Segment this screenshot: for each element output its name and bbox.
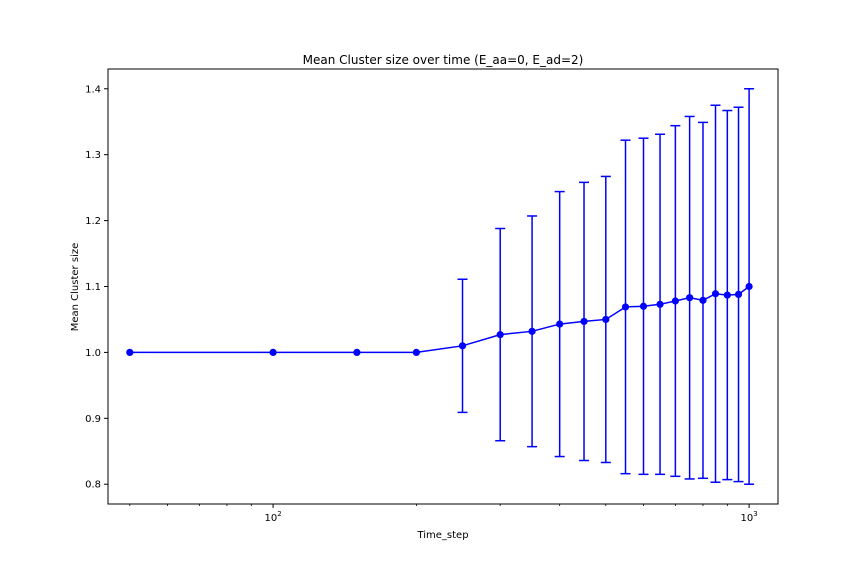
data-point [496, 331, 504, 339]
data-point [353, 348, 361, 357]
data-point [556, 320, 564, 328]
x-tick-label: 102 [264, 510, 281, 524]
data-point [412, 348, 420, 357]
data-point [686, 294, 694, 302]
data-point [528, 327, 536, 335]
data-point [126, 348, 134, 357]
y-tick-label: 1.3 [85, 150, 101, 161]
y-axis-label: Mean Cluster size [70, 243, 81, 332]
data-point [621, 303, 630, 311]
x-tick-label: 103 [741, 510, 758, 524]
x-tick-base: 10 [741, 513, 754, 524]
y-tick-label: 1.4 [85, 84, 101, 95]
x-axis-label: Time_step [416, 530, 468, 541]
data-point [580, 317, 588, 326]
x-tick-base: 10 [264, 513, 277, 524]
data-point [734, 290, 743, 299]
y-tick-label: 1.1 [85, 282, 101, 293]
series-line [129, 285, 750, 354]
axes-frame [107, 68, 779, 505]
data-point [723, 291, 731, 299]
data-point [602, 315, 610, 324]
data-point [699, 296, 707, 304]
y-tick-label: 1.2 [85, 216, 101, 227]
x-tick-exponent: 3 [753, 510, 757, 518]
x-tick-exponent: 2 [277, 510, 281, 518]
data-point [656, 300, 664, 308]
data-point [639, 302, 648, 310]
data-point [711, 290, 720, 298]
y-tick-label: 0.9 [85, 414, 101, 425]
chart-title: Mean Cluster size over time (E_aa=0, E_a… [303, 53, 584, 67]
data-point [458, 342, 467, 350]
data-point [745, 282, 753, 291]
y-tick-label: 0.8 [85, 480, 101, 491]
data-point [671, 297, 679, 305]
plot-area [126, 88, 755, 485]
y-tick-label: 1.0 [85, 348, 101, 359]
data-point [269, 348, 277, 357]
